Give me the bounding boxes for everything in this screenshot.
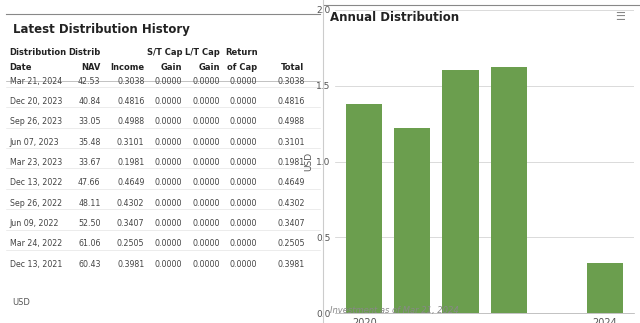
Text: Dec 20, 2023: Dec 20, 2023 — [10, 97, 62, 106]
Text: 60.43: 60.43 — [78, 260, 100, 269]
Text: USD: USD — [13, 298, 31, 307]
Text: Dec 13, 2022: Dec 13, 2022 — [10, 178, 62, 187]
Text: Return: Return — [225, 47, 257, 57]
Text: 0.4816: 0.4816 — [117, 97, 145, 106]
Text: Mar 21, 2024: Mar 21, 2024 — [10, 77, 62, 86]
Text: 35.48: 35.48 — [78, 138, 100, 147]
Text: 0.0000: 0.0000 — [230, 97, 257, 106]
Text: 0.4816: 0.4816 — [277, 97, 305, 106]
Text: Total: Total — [281, 63, 305, 72]
Text: 61.06: 61.06 — [78, 239, 100, 248]
Text: NAV: NAV — [81, 63, 100, 72]
Text: Date: Date — [10, 63, 32, 72]
Bar — [346, 104, 382, 313]
Bar — [442, 70, 479, 313]
Text: 0.1981: 0.1981 — [117, 158, 145, 167]
Text: 0.3101: 0.3101 — [277, 138, 305, 147]
Text: 0.0000: 0.0000 — [230, 77, 257, 86]
Text: Annual Distribution: Annual Distribution — [330, 11, 459, 24]
Text: 0.0000: 0.0000 — [192, 239, 220, 248]
Text: 0.4649: 0.4649 — [117, 178, 145, 187]
Text: of Cap: of Cap — [227, 63, 257, 72]
Text: 0.4988: 0.4988 — [277, 117, 305, 126]
Text: 0.1981: 0.1981 — [277, 158, 305, 167]
Text: 0.0000: 0.0000 — [155, 77, 182, 86]
Text: Income: Income — [110, 63, 145, 72]
Text: 0.4988: 0.4988 — [117, 117, 145, 126]
Text: 0.3407: 0.3407 — [277, 219, 305, 228]
Text: Gain: Gain — [198, 63, 220, 72]
Text: 48.11: 48.11 — [78, 199, 100, 208]
Text: 0.0000: 0.0000 — [230, 117, 257, 126]
Text: Jun 07, 2023: Jun 07, 2023 — [10, 138, 59, 147]
Text: 52.50: 52.50 — [78, 219, 100, 228]
Text: 0.3981: 0.3981 — [117, 260, 145, 269]
Text: 0.0000: 0.0000 — [155, 260, 182, 269]
Bar — [490, 68, 527, 313]
Text: 0.0000: 0.0000 — [230, 138, 257, 147]
Text: 42.53: 42.53 — [78, 77, 100, 86]
Text: 0.0000: 0.0000 — [192, 178, 220, 187]
Text: 47.66: 47.66 — [78, 178, 100, 187]
Text: 0.0000: 0.0000 — [192, 117, 220, 126]
Text: S/T Cap: S/T Cap — [147, 47, 182, 57]
Text: 0.0000: 0.0000 — [155, 158, 182, 167]
Text: L/T Cap: L/T Cap — [185, 47, 220, 57]
Text: 0.0000: 0.0000 — [230, 260, 257, 269]
Text: 0.4649: 0.4649 — [277, 178, 305, 187]
Text: 0.0000: 0.0000 — [192, 138, 220, 147]
Y-axis label: USD: USD — [305, 152, 314, 171]
Text: Distrib: Distrib — [68, 47, 100, 57]
Text: 0.0000: 0.0000 — [155, 199, 182, 208]
Text: Dec 13, 2021: Dec 13, 2021 — [10, 260, 62, 269]
Text: 0.3038: 0.3038 — [117, 77, 145, 86]
Text: 0.2505: 0.2505 — [277, 239, 305, 248]
Text: Investment as of Mar 21, 2024: Investment as of Mar 21, 2024 — [330, 306, 458, 315]
Text: 0.3038: 0.3038 — [277, 77, 305, 86]
Text: 0.0000: 0.0000 — [230, 158, 257, 167]
Text: 0.0000: 0.0000 — [230, 219, 257, 228]
Text: Jun 09, 2022: Jun 09, 2022 — [10, 219, 59, 228]
Text: 0.3101: 0.3101 — [117, 138, 145, 147]
Text: 33.67: 33.67 — [78, 158, 100, 167]
Bar — [394, 128, 431, 313]
Text: Gain: Gain — [161, 63, 182, 72]
Text: 0.2505: 0.2505 — [117, 239, 145, 248]
Bar — [587, 263, 623, 313]
Text: Sep 26, 2023: Sep 26, 2023 — [10, 117, 61, 126]
Text: 0.0000: 0.0000 — [230, 178, 257, 187]
Text: 0.0000: 0.0000 — [192, 199, 220, 208]
Text: Mar 24, 2022: Mar 24, 2022 — [10, 239, 62, 248]
Text: 40.84: 40.84 — [78, 97, 100, 106]
Text: 0.0000: 0.0000 — [155, 178, 182, 187]
Text: 0.3407: 0.3407 — [117, 219, 145, 228]
Text: Mar 23, 2023: Mar 23, 2023 — [10, 158, 62, 167]
Text: 0.0000: 0.0000 — [192, 77, 220, 86]
Text: 0.0000: 0.0000 — [155, 219, 182, 228]
Text: 0.0000: 0.0000 — [230, 199, 257, 208]
Text: 0.0000: 0.0000 — [155, 239, 182, 248]
Text: 0.0000: 0.0000 — [192, 260, 220, 269]
Text: 0.3981: 0.3981 — [277, 260, 305, 269]
Text: Sep 26, 2022: Sep 26, 2022 — [10, 199, 61, 208]
Text: 33.05: 33.05 — [78, 117, 100, 126]
Text: 0.0000: 0.0000 — [155, 117, 182, 126]
Text: 0.0000: 0.0000 — [155, 97, 182, 106]
Text: 0.0000: 0.0000 — [192, 219, 220, 228]
Text: 0.4302: 0.4302 — [117, 199, 145, 208]
Text: 0.0000: 0.0000 — [192, 158, 220, 167]
Text: Latest Distribution History: Latest Distribution History — [13, 23, 189, 36]
Text: 0.0000: 0.0000 — [155, 138, 182, 147]
Text: Distribution: Distribution — [10, 47, 67, 57]
Text: 0.4302: 0.4302 — [277, 199, 305, 208]
Text: 0.0000: 0.0000 — [192, 97, 220, 106]
Text: 0.0000: 0.0000 — [230, 239, 257, 248]
Text: ☰: ☰ — [615, 12, 625, 22]
